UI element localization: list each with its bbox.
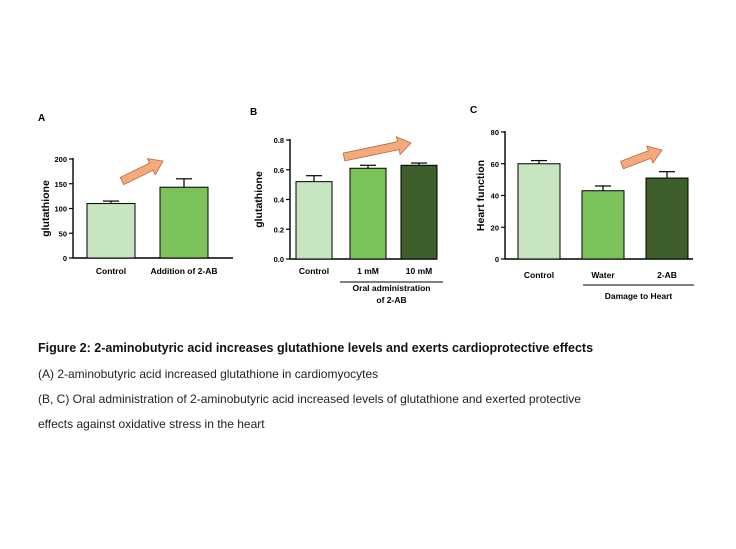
x-tick-label: 10 mM bbox=[406, 266, 432, 276]
x-tick-label: Control bbox=[524, 270, 554, 280]
y-tick-label: 60 bbox=[491, 160, 499, 169]
panel-letter-C: C bbox=[470, 105, 477, 116]
y-tick-label: 50 bbox=[59, 229, 67, 238]
group-label: of 2-AB bbox=[376, 295, 406, 305]
y-tick-label: 0.8 bbox=[274, 136, 284, 145]
y-tick-label: 0.6 bbox=[274, 166, 284, 175]
y-tick-label: 0.0 bbox=[274, 255, 284, 264]
x-tick-label: Water bbox=[591, 270, 615, 280]
trend-arrow-icon bbox=[620, 145, 663, 170]
bar-water bbox=[581, 190, 625, 260]
bar-1-mm bbox=[349, 167, 387, 260]
y-tick-label: 80 bbox=[491, 128, 499, 137]
figure-caption-line-bc-cont: effects against oxidative stress in the … bbox=[38, 417, 265, 431]
y-tick-label: 100 bbox=[54, 205, 67, 214]
x-tick-label: 2-AB bbox=[657, 270, 677, 280]
group-label: Damage to Heart bbox=[605, 291, 673, 301]
y-tick-label: 20 bbox=[491, 223, 499, 232]
figure-caption-title: Figure 2: 2-aminobutyric acid increases … bbox=[38, 341, 594, 355]
panel-letter-A: A bbox=[38, 113, 45, 124]
y-tick-label: 0.2 bbox=[274, 225, 284, 234]
y-axis-title: glutathione bbox=[40, 180, 52, 237]
x-tick-label: Control bbox=[299, 266, 329, 276]
y-tick-label: 0 bbox=[63, 254, 67, 263]
panel-letter-B: B bbox=[250, 107, 257, 118]
y-tick-label: 40 bbox=[491, 192, 499, 201]
y-axis-title: Heart function bbox=[475, 160, 487, 231]
bar-addition-of-2-ab bbox=[159, 186, 209, 259]
y-tick-label: 150 bbox=[54, 180, 67, 189]
group-label: Oral administration bbox=[353, 283, 431, 293]
trend-arrow-icon bbox=[119, 158, 164, 186]
figure-caption-line-a: (A) 2-aminobutyric acid increased glutat… bbox=[38, 367, 379, 381]
y-tick-label: 0 bbox=[495, 255, 499, 264]
trend-arrow-icon bbox=[342, 136, 412, 162]
y-tick-label: 0.4 bbox=[274, 196, 285, 205]
x-tick-label: Control bbox=[96, 266, 126, 276]
bar-2-ab bbox=[645, 177, 689, 260]
y-axis-title: glutathione bbox=[253, 171, 265, 228]
bar-control bbox=[295, 181, 333, 260]
bar-10-mm bbox=[400, 164, 438, 260]
y-tick-label: 200 bbox=[54, 155, 67, 164]
figure-caption-line-bc: (B, C) Oral administration of 2-aminobut… bbox=[38, 392, 581, 406]
bar-control bbox=[86, 203, 136, 259]
x-tick-label: Addition of 2-AB bbox=[150, 266, 217, 276]
x-tick-label: 1 mM bbox=[357, 266, 379, 276]
bar-control bbox=[517, 163, 561, 260]
